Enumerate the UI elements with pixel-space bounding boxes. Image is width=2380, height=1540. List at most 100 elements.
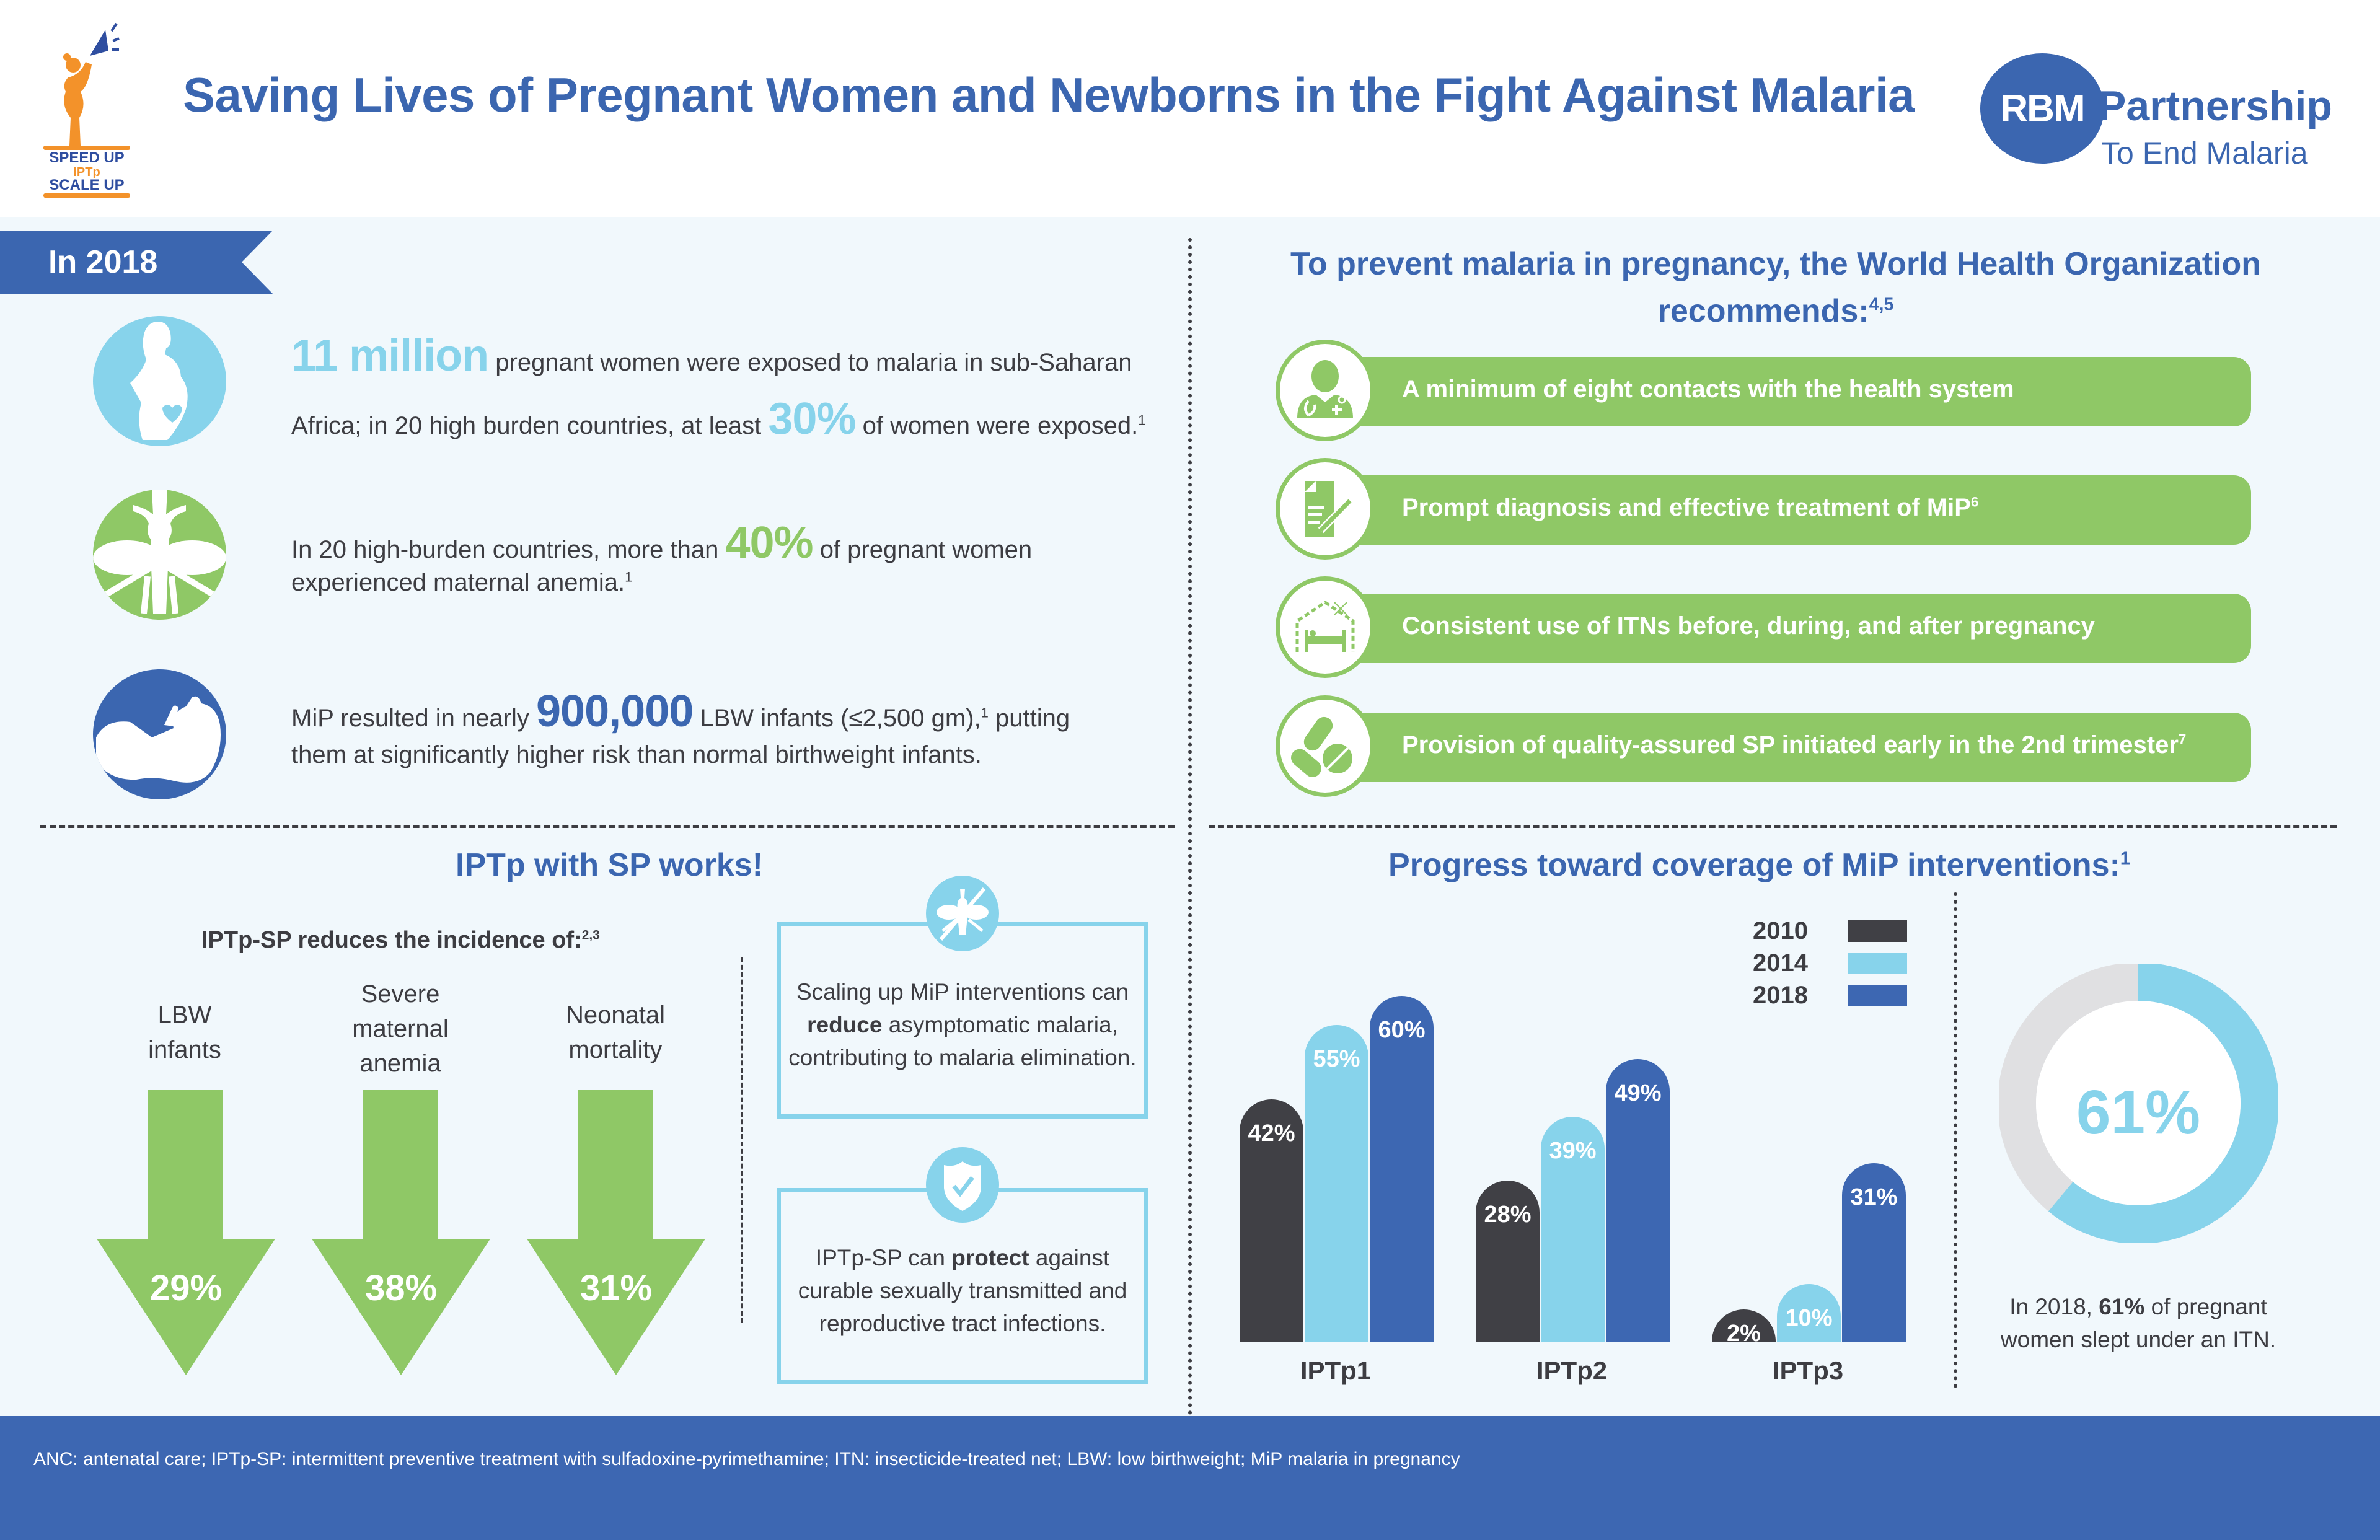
recommendation-text: Prompt diagnosis and effective treatment… <box>1402 494 1978 522</box>
recommendation-bar <box>1333 713 2251 782</box>
pregnant-woman-icon <box>93 316 226 446</box>
label-line: Neonatal <box>565 1001 666 1029</box>
caption-pre: In 2018, <box>2009 1294 2099 1319</box>
logo-line1: SPEED UP <box>49 149 124 166</box>
vertical-divider <box>1188 238 1192 1415</box>
recommendation-label: Provision of quality-assured SP initiate… <box>1402 731 2179 759</box>
bed-net-icon <box>1276 576 1375 678</box>
stat-anemia-line2: experienced maternal anemia.1 <box>291 570 632 595</box>
footnote-ref: 6 <box>1970 494 1979 510</box>
info-text-protect: IPTp-SP can protect against curable sexu… <box>787 1241 1138 1340</box>
legend-swatch-2010 <box>1848 920 1907 942</box>
bar-label-IPTp1-2010: 42% <box>1248 1120 1295 1147</box>
bar-label-IPTp2-2014: 39% <box>1549 1138 1597 1164</box>
footer <box>0 1416 2380 1540</box>
reduction-value-neonatal: 31% <box>580 1268 653 1308</box>
stat-900000: 900,000 <box>536 687 694 736</box>
who-title-line1: To prevent malaria in pregnancy, the Wor… <box>1290 246 2262 282</box>
logo-line2: IPTp <box>73 165 100 179</box>
down-arrow-icon <box>312 1090 490 1375</box>
iptp-subtitle: IPTp-SP reduces the incidence of:2,3 <box>201 927 600 954</box>
no-mosquito-icon <box>926 876 999 951</box>
donut-filled <box>1999 964 2278 1243</box>
mosquito-icon <box>93 490 226 620</box>
legend-swatch-2014 <box>1848 953 1907 974</box>
legend-label-2010: 2010 <box>1753 917 1808 944</box>
bar-label-IPTp1-2018: 60% <box>1378 1017 1426 1043</box>
stat-11-million: 11 million <box>291 331 489 381</box>
recommendation-label: A minimum of eight contacts with the hea… <box>1402 376 2014 403</box>
bar-label-IPTp1-2014: 55% <box>1313 1045 1360 1072</box>
who-title-recommends: recommends: <box>1657 293 1869 329</box>
iptp-divider <box>741 957 743 1323</box>
infant-icon <box>93 669 226 799</box>
info-text-bold: protect <box>951 1245 1029 1270</box>
info-text-post: asymptomatic malaria, contributing to ma… <box>788 1012 1137 1070</box>
prescription-icon <box>1276 458 1375 560</box>
label-line: maternal <box>352 1015 449 1042</box>
shield-check-icon <box>926 1147 999 1223</box>
legend-label-2014: 2014 <box>1753 949 1808 977</box>
caption-post: of pregnant women slept under an ITN. <box>2000 1294 2276 1352</box>
speed-up-iptp-logo: SPEED UP IPTp SCALE UP <box>43 22 130 198</box>
label-line: mortality <box>568 1036 663 1063</box>
who-title: To prevent malaria in pregnancy, the Wor… <box>1209 240 2343 335</box>
info-text-bold: reduce <box>807 1012 883 1037</box>
bar-IPTp2-2014 <box>1541 1117 1605 1342</box>
footnote-ref: 4,5 <box>1869 294 1894 315</box>
header: SPEED UP IPTp SCALE UP Saving Lives of P… <box>0 0 2380 217</box>
reduction-label-anemia: Severe maternal anemia <box>307 977 493 1081</box>
chart-title: Progress toward coverage of MiP interven… <box>1388 847 2130 884</box>
stat-lbw-line1: MiP resulted in nearly 900,000 LBW infan… <box>291 689 1070 734</box>
itn-donut-chart <box>1999 964 2278 1243</box>
stat-anemia-text2: of pregnant women <box>819 536 1033 563</box>
down-arrow-icon <box>527 1090 705 1375</box>
chart-title-text: Progress toward coverage of MiP interven… <box>1388 847 2120 883</box>
stat-anemia-text3: experienced maternal anemia. <box>291 569 625 596</box>
bar-IPTp3-2018 <box>1842 1163 1906 1342</box>
bar-label-IPTp3-2018: 31% <box>1850 1184 1898 1210</box>
bar-label-IPTp3-2010: 2% <box>1727 1321 1761 1347</box>
label-line: LBW <box>157 1001 212 1029</box>
iptp-subtitle-text: IPTp-SP reduces the incidence of: <box>201 927 582 953</box>
doctor-icon <box>1276 340 1375 441</box>
bar-IPTp2-2010 <box>1476 1180 1540 1342</box>
stat-exposed-text1: pregnant women were exposed to malaria i… <box>495 349 1132 376</box>
footnote-ref: 1 <box>2120 848 2130 869</box>
donut-caption: In 2018, 61% of pregnant women slept und… <box>1977 1290 2299 1356</box>
info-text-pre: IPTp-SP can <box>815 1245 952 1270</box>
recommendation-text: Consistent use of ITNs before, during, a… <box>1402 612 2095 640</box>
label-line: anemia <box>359 1050 441 1077</box>
bar-label-IPTp3-2014: 10% <box>1785 1305 1833 1331</box>
who-title-line2: recommends:4,5 <box>1209 288 2343 335</box>
iptp-section-title: IPTp with SP works! <box>456 847 764 883</box>
stat-exposed-line1: 11 million pregnant women were exposed t… <box>291 333 1132 378</box>
recommendation-label: Prompt diagnosis and effective treatment… <box>1402 494 1971 521</box>
stat-lbw-text3: putting <box>995 705 1070 732</box>
recommendation-bar <box>1333 475 2251 545</box>
footnote-ref: 7 <box>2178 731 2187 747</box>
info-text-post: against curable sexually transmitted and… <box>798 1245 1127 1336</box>
category-label-IPTp1: IPTp1 <box>1300 1356 1372 1385</box>
footnote-ref: 1 <box>1138 412 1146 428</box>
bar-IPTp1-2018 <box>1370 996 1434 1342</box>
page-title: Saving Lives of Pregnant Women and Newbo… <box>183 68 1915 122</box>
donut-hole <box>2036 1001 2241 1205</box>
bar-label-IPTp2-2018: 49% <box>1614 1080 1662 1107</box>
bar-label-IPTp2-2010: 28% <box>1484 1201 1532 1228</box>
category-label-IPTp3: IPTp3 <box>1772 1356 1844 1385</box>
bar-IPTp1-2010 <box>1240 1099 1303 1342</box>
recommendation-text: Provision of quality-assured SP initiate… <box>1402 731 2186 759</box>
label-line: infants <box>148 1036 221 1063</box>
rbm-logo-name: Partnership <box>2098 82 2332 130</box>
rbm-logo-tagline: To End Malaria <box>2101 136 2308 170</box>
stat-exposed-text3: of women were exposed. <box>862 412 1139 439</box>
donut-value: 61% <box>2076 1078 2201 1147</box>
stat-exposed-text2: Africa; in 20 high burden countries, at … <box>291 412 762 439</box>
recommendation-label: Consistent use of ITNs before, during, a… <box>1402 612 2095 640</box>
horizontal-divider-left <box>40 825 1175 828</box>
stat-anemia-text1: In 20 high-burden countries, more than <box>291 536 719 563</box>
info-box-reduce <box>777 922 1148 1119</box>
stat-lbw-line2: them at significantly higher risk than n… <box>291 741 982 768</box>
chart-divider <box>1954 892 1957 1388</box>
